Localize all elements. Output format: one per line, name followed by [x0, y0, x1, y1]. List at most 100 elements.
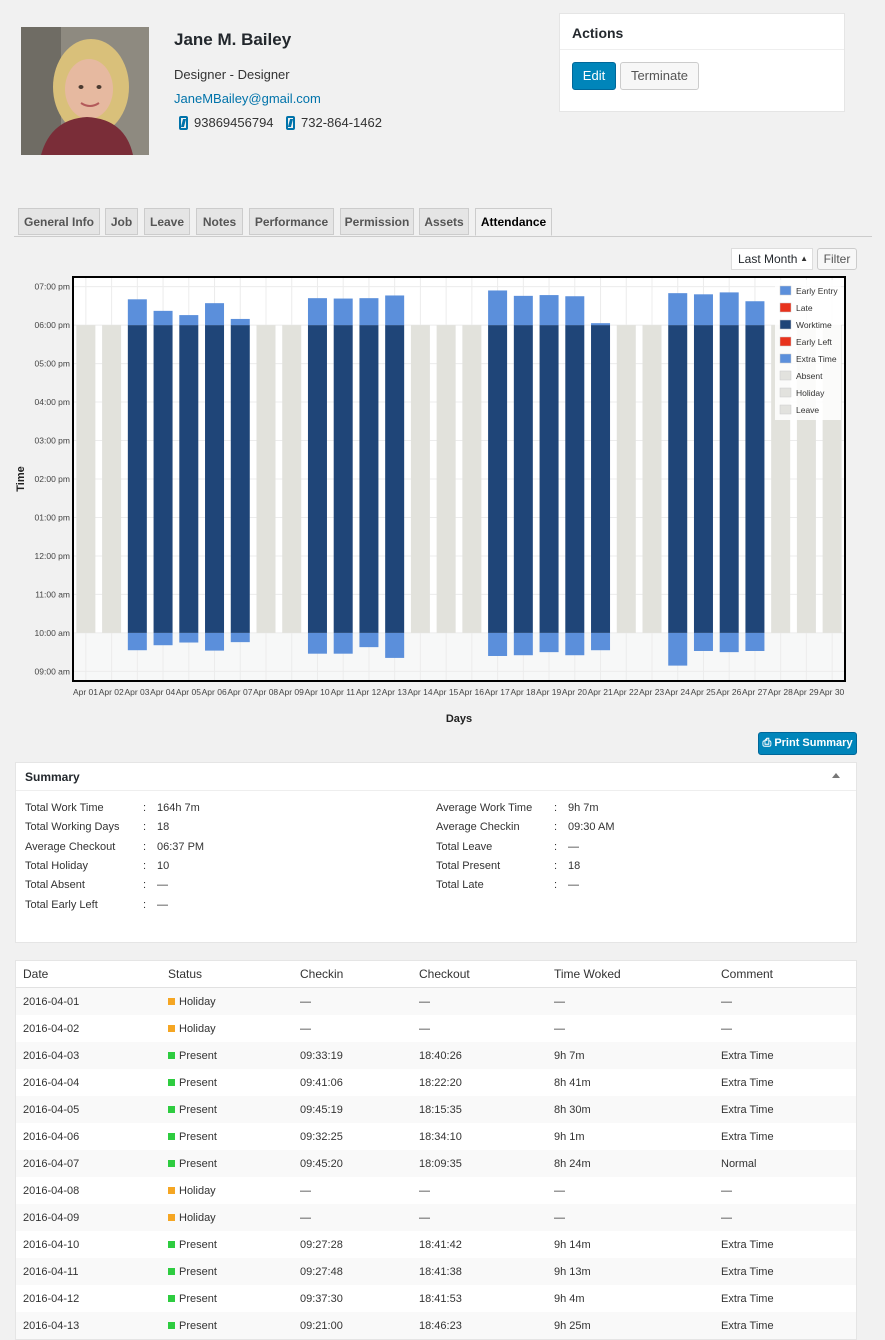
bar-holiday	[102, 325, 122, 633]
bar-extra-time	[153, 310, 173, 326]
cell-status: Present	[161, 1258, 293, 1285]
bar-early-entry	[719, 632, 739, 653]
bar-worktime	[488, 325, 508, 633]
bar-early-entry	[693, 632, 713, 651]
x-tick-label: Apr 26	[716, 687, 741, 697]
summary-colon: :	[554, 821, 558, 834]
legend-label: Early Left	[796, 337, 833, 347]
x-tick-label: Apr 11	[331, 687, 356, 697]
cell-comment: Extra Time	[721, 1103, 774, 1116]
edit-button[interactable]: Edit	[572, 62, 616, 90]
bar-early-entry	[591, 632, 611, 651]
tab-permission[interactable]: Permission	[340, 208, 414, 235]
cell-comment: —	[721, 1022, 732, 1035]
bar-extra-time	[565, 296, 585, 326]
column-header-comment: Comment	[714, 961, 856, 988]
legend-swatch	[779, 387, 792, 398]
avatar	[21, 27, 149, 155]
x-tick-label: Apr 19	[536, 687, 561, 697]
summary-title: Summary	[16, 763, 856, 791]
status-text: Present	[179, 1130, 217, 1143]
cell-time-worked: 8h 24m	[554, 1157, 591, 1170]
tab-leave[interactable]: Leave	[144, 208, 190, 235]
bar-worktime	[359, 325, 379, 633]
bar-early-entry	[127, 632, 147, 651]
bar-early-entry	[205, 632, 225, 651]
cell-checkout: 18:46:23	[419, 1319, 462, 1332]
summary-value: 10	[157, 859, 170, 872]
status-dot-icon	[168, 1294, 175, 1302]
y-tick-label: 01:00 pm	[35, 512, 70, 522]
y-tick-label: 02:00 pm	[35, 474, 70, 484]
status-text: Holiday	[179, 1211, 216, 1224]
print-summary-button[interactable]: ⎙ Print Summary	[758, 732, 857, 755]
bar-early-entry	[230, 632, 250, 643]
cell-comment: Extra Time	[721, 1076, 774, 1089]
filter-button[interactable]: Filter	[817, 248, 857, 270]
employee-email-link[interactable]: JaneMBailey@gmail.com	[174, 91, 321, 106]
legend-label: Holiday	[796, 388, 825, 398]
cell-checkin: 09:45:20	[300, 1157, 343, 1170]
bar-holiday	[256, 325, 276, 633]
bar-extra-time	[693, 294, 713, 326]
summary-colon: :	[143, 859, 147, 872]
cell-comment: —	[721, 1211, 732, 1224]
select-arrows-icon: ▲	[800, 254, 808, 263]
x-tick-label: Apr 18	[510, 687, 535, 697]
table-row: 2016-04-12 Present 09:37:30 18:41:53 9h 4m Ex…	[16, 1285, 856, 1312]
terminate-button[interactable]: Terminate	[620, 62, 699, 90]
summary-panel: Summary Total Work Time:164h 7m Total Wor…	[15, 762, 857, 943]
cell-checkout: 18:09:35	[419, 1157, 462, 1170]
cell-date: 2016-04-03	[23, 1049, 80, 1062]
summary-value: 18	[157, 821, 170, 834]
bar-holiday	[410, 325, 430, 633]
bar-worktime	[127, 325, 147, 633]
cell-time-worked: 9h 7m	[554, 1049, 585, 1062]
cell-status: Holiday	[161, 1015, 293, 1042]
y-tick-label: 03:00 pm	[35, 436, 70, 446]
employee-name: Jane M. Bailey	[174, 30, 292, 49]
phone-number-1: 93869456794	[179, 115, 274, 130]
legend-label: Extra Time	[796, 354, 837, 364]
y-tick-label: 06:00 pm	[35, 320, 70, 330]
legend-swatch	[779, 370, 792, 381]
status-text: Present	[179, 1292, 217, 1305]
collapse-toggle-icon[interactable]	[832, 773, 840, 778]
bar-holiday	[642, 325, 662, 633]
date-range-select[interactable]: Last Month ▲	[731, 248, 813, 270]
bar-worktime	[205, 325, 225, 633]
table-row: 2016-04-02 Holiday — — — —	[16, 1015, 856, 1042]
print-summary-label: Print Summary	[774, 737, 853, 749]
tab-general-info[interactable]: General Info	[18, 208, 100, 235]
cell-date: 2016-04-10	[23, 1238, 80, 1251]
plot-border	[72, 276, 846, 682]
summary-value: 18	[568, 859, 581, 872]
cell-status: Present	[161, 1150, 293, 1177]
bar-early-entry	[179, 632, 199, 643]
bar-holiday	[462, 325, 482, 633]
cell-time-worked: 9h 13m	[554, 1265, 591, 1278]
x-tick-label: Apr 01	[73, 687, 98, 697]
cell-time-worked: —	[554, 995, 565, 1008]
bar-worktime	[230, 325, 250, 633]
summary-label: Total Late	[436, 879, 484, 892]
status-dot-icon	[168, 1240, 175, 1248]
cell-date: 2016-04-09	[23, 1211, 80, 1224]
summary-colon: :	[143, 821, 147, 834]
summary-label: Average Work Time	[436, 802, 533, 814]
tab-job[interactable]: Job	[105, 208, 138, 235]
tab-performance[interactable]: Performance	[249, 208, 334, 235]
tab-attendance[interactable]: Attendance	[475, 208, 552, 236]
bar-holiday	[76, 325, 96, 633]
cell-checkin: 09:37:30	[300, 1292, 343, 1305]
printer-icon: ⎙	[762, 737, 772, 749]
legend-label: Early Entry	[796, 286, 838, 296]
status-text: Holiday	[179, 1184, 216, 1197]
tab-assets[interactable]: Assets	[419, 208, 469, 235]
bar-extra-time	[179, 315, 199, 326]
summary-label: Total Work Time	[25, 802, 104, 814]
cell-checkin: —	[300, 1022, 311, 1035]
tab-notes[interactable]: Notes	[196, 208, 243, 235]
cell-comment: —	[721, 995, 732, 1008]
x-tick-label: Apr 12	[356, 687, 381, 697]
